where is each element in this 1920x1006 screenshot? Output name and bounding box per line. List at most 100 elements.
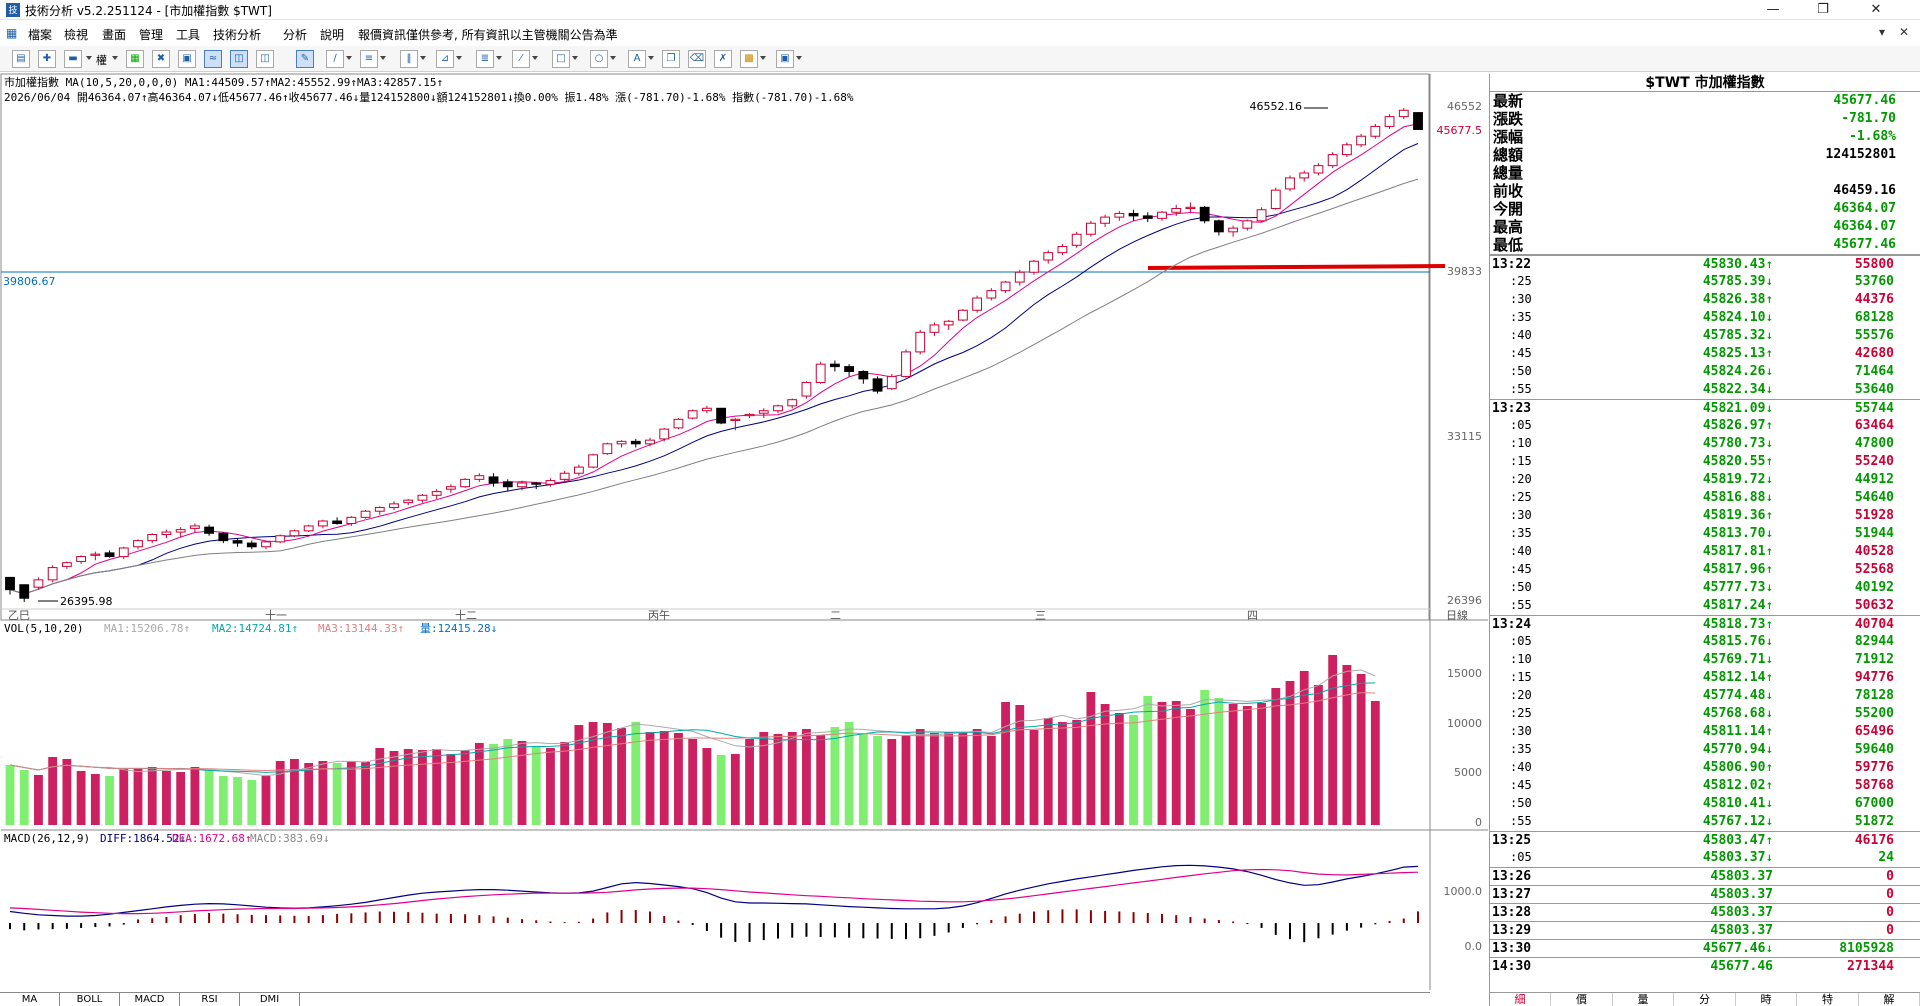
tick-row[interactable]: :20 45774.48↓ 78128	[1490, 687, 1920, 705]
candle-body	[957, 309, 968, 321]
tick-row[interactable]: 13:22 45830.43↑ 55800	[1490, 255, 1920, 273]
eraser-icon[interactable]: ⌫	[688, 50, 706, 68]
tick-row[interactable]: 13:28 45803.37 0	[1490, 903, 1920, 921]
tab-dmi[interactable]: DMI	[240, 993, 300, 1006]
tick-row[interactable]: :55 45822.34↓ 53640	[1490, 381, 1920, 399]
delete-drawing-icon[interactable]: ✗	[714, 50, 732, 68]
weight-label[interactable]: 權	[96, 54, 107, 67]
close-x-icon[interactable]: ✖	[152, 50, 170, 68]
tick-time: :05	[1510, 850, 1532, 864]
channel-icon[interactable]: ⁄	[512, 50, 530, 68]
vertical-lines-icon[interactable]: ‖	[400, 50, 418, 68]
draw-tool-icon[interactable]: ✎	[296, 50, 314, 68]
tick-row[interactable]: :25 45768.68↓ 55200	[1490, 705, 1920, 723]
fan-icon[interactable]: ⊿	[436, 50, 454, 68]
panel-icon[interactable]: ▬	[64, 50, 82, 68]
tick-row[interactable]: :05 45826.97↑ 63464	[1490, 417, 1920, 435]
tick-row[interactable]: :45 45817.96↑ 52568	[1490, 561, 1920, 579]
quote-tab[interactable]: 量	[1613, 993, 1674, 1006]
tick-row[interactable]: :40 45817.81↑ 40528	[1490, 543, 1920, 561]
tick-row[interactable]: :55 45767.12↓ 51872	[1490, 813, 1920, 831]
split-icon[interactable]: ◫	[256, 50, 274, 68]
tick-row[interactable]: 13:26 45803.37 0	[1490, 867, 1920, 885]
tick-row[interactable]: :35 45824.10↓ 68128	[1490, 309, 1920, 327]
menu-analysis[interactable]: 分析	[283, 28, 308, 42]
tick-volume: 55576	[1854, 328, 1894, 343]
tick-row[interactable]: 13:29 45803.37 0	[1490, 921, 1920, 939]
drawn-support-line[interactable]	[1147, 264, 1446, 270]
menu-help[interactable]: 說明	[320, 28, 345, 42]
crosshair-icon[interactable]: ✚	[38, 50, 56, 68]
volume-bar	[773, 734, 783, 825]
tab-rsi[interactable]: RSI	[180, 993, 240, 1006]
tick-row[interactable]: :35 45813.70↓ 51944	[1490, 525, 1920, 543]
chart-area[interactable]: 市加權指數 MA(10,5,20,0,0,0) MA1:44509.57↑MA2…	[0, 72, 1488, 992]
quote-tab[interactable]: 細	[1490, 993, 1551, 1006]
tick-row[interactable]: :05 45815.76↓ 82944	[1490, 633, 1920, 651]
tick-row[interactable]: 13:27 45803.37 0	[1490, 885, 1920, 903]
horizontal-lines-icon[interactable]: ≡	[360, 50, 378, 68]
candle	[517, 480, 527, 491]
tick-row[interactable]: :45 45825.13↑ 42680	[1490, 345, 1920, 363]
dual-window-icon[interactable]: ◫	[230, 50, 248, 68]
tab-ma[interactable]: MA	[0, 993, 60, 1006]
tick-row[interactable]: :50 45777.73↓ 40192	[1490, 579, 1920, 597]
line-chart-icon[interactable]: ≈	[204, 50, 222, 68]
palette-icon[interactable]: ▩	[740, 50, 758, 68]
menu-view[interactable]: 檢視	[64, 28, 89, 42]
tick-row[interactable]: 14:30 45677.46 271344	[1490, 957, 1920, 975]
tick-row[interactable]: :30 45826.38↑ 44376	[1490, 291, 1920, 309]
tick-row[interactable]: :55 45817.24↑ 50632	[1490, 597, 1920, 615]
tab-boll[interactable]: BOLL	[60, 993, 120, 1006]
tick-row[interactable]: 13:30 45677.46↓ 8105928	[1490, 939, 1920, 957]
menu-tools[interactable]: 工具	[176, 28, 201, 42]
tick-row[interactable]: :10 45780.73↓ 47800	[1490, 435, 1920, 453]
tick-row[interactable]: :20 45819.72↓ 44912	[1490, 471, 1920, 489]
tick-row[interactable]: :05 45803.37↓ 24	[1490, 849, 1920, 867]
mdi-icon[interactable]: ▦	[6, 26, 18, 40]
tick-row[interactable]: :45 45812.02↑ 58768	[1490, 777, 1920, 795]
close-button[interactable]: ✕	[1870, 2, 1882, 17]
quote-tab[interactable]: 價	[1552, 993, 1613, 1006]
mdi-close-icon[interactable]: ✕	[1898, 25, 1910, 39]
tick-row[interactable]: :25 45785.39↓ 53760	[1490, 273, 1920, 291]
tick-row[interactable]: :25 45816.88↓ 54640	[1490, 489, 1920, 507]
quote-tab[interactable]: 分	[1675, 993, 1736, 1006]
tick-row[interactable]: :15 45820.55↑ 55240	[1490, 453, 1920, 471]
tick-time: :45	[1510, 346, 1532, 360]
tick-row[interactable]: :35 45770.94↓ 59640	[1490, 741, 1920, 759]
menu-technical-analysis[interactable]: 技術分析	[213, 28, 262, 42]
tick-row[interactable]: :50 45810.41↓ 67000	[1490, 795, 1920, 813]
quote-tab[interactable]: 特	[1798, 993, 1859, 1006]
tick-row[interactable]: :10 45769.71↓ 71912	[1490, 651, 1920, 669]
fibonacci-icon[interactable]: ≣	[476, 50, 494, 68]
layout-icon[interactable]: ▤	[12, 50, 30, 68]
tick-row[interactable]: 13:25 45803.47↑ 46176	[1490, 831, 1920, 849]
save-icon[interactable]: ▣	[776, 50, 794, 68]
tick-list[interactable]: 13:22 45830.43↑ 55800:25 45785.39↓ 53760:30 4…	[1490, 254, 1920, 975]
text-tool-icon[interactable]: A	[628, 50, 646, 68]
window-icon[interactable]: ▣	[178, 50, 196, 68]
maximize-button[interactable]: ❐	[1817, 2, 1829, 17]
color-grid-icon[interactable]: ▦	[126, 50, 144, 68]
tab-macd[interactable]: MACD	[120, 993, 180, 1006]
mdi-dropdown-icon[interactable]: ▾	[1878, 25, 1886, 39]
ellipse-icon[interactable]: ○	[590, 50, 608, 68]
rectangle-icon[interactable]: □	[552, 50, 570, 68]
tick-row[interactable]: :30 45819.36↑ 51928	[1490, 507, 1920, 525]
minimize-button[interactable]: —	[1766, 2, 1780, 17]
tick-row[interactable]: 13:23 45821.09↓ 55744	[1490, 399, 1920, 417]
tick-row[interactable]: :15 45812.14↑ 94776	[1490, 669, 1920, 687]
tick-row[interactable]: :40 45785.32↓ 55576	[1490, 327, 1920, 345]
quote-tab[interactable]: 時	[1736, 993, 1797, 1006]
tick-row[interactable]: :30 45811.14↑ 65496	[1490, 723, 1920, 741]
menu-file[interactable]: 檔案	[28, 28, 53, 42]
tick-row[interactable]: :40 45806.90↑ 59776	[1490, 759, 1920, 777]
menu-screen[interactable]: 畫面	[102, 28, 127, 42]
tick-row[interactable]: 13:24 45818.73↑ 40704	[1490, 615, 1920, 633]
quote-tab[interactable]: 解	[1859, 993, 1920, 1006]
tick-row[interactable]: :50 45824.26↓ 71464	[1490, 363, 1920, 381]
menu-manage[interactable]: 管理	[139, 28, 164, 42]
trendline-icon[interactable]: ∕	[326, 50, 344, 68]
copy-drawing-icon[interactable]: ❐	[662, 50, 680, 68]
